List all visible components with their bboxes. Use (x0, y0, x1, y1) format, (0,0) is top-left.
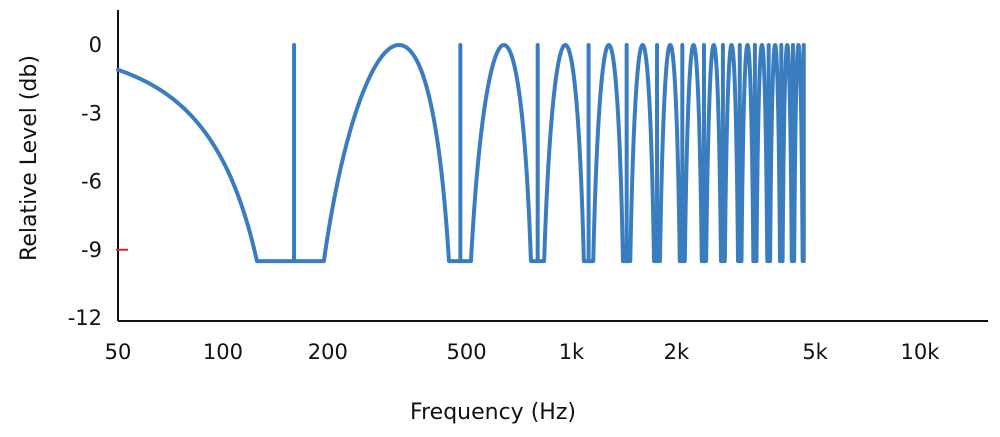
x-tick-label: 200 (308, 340, 348, 364)
response-curve (116, 43, 806, 264)
x-axis-title: Frequency (Hz) (410, 400, 576, 425)
x-tick-labels: 50 100 200 500 1k 2k 5k 10k (105, 340, 941, 364)
x-tick-label: 100 (203, 340, 243, 364)
axes (117, 10, 988, 322)
y-axis-title: Relative Level (db) (17, 55, 42, 261)
x-tick-label: 10k (901, 340, 941, 364)
series (116, 43, 806, 264)
y-tick-label: -3 (81, 101, 102, 125)
y-tick-labels: 0 -3 -6 -9 -12 (68, 33, 128, 330)
y-tick-label: 0 (89, 33, 102, 57)
x-tick-label: 50 (105, 340, 132, 364)
x-tick-label: 1k (559, 340, 585, 364)
x-tick-label: 2k (664, 340, 690, 364)
x-tick-label: 5k (802, 340, 828, 364)
y-tick-label: -6 (81, 170, 102, 194)
x-tick-label: 500 (446, 340, 486, 364)
y-tick-label: -9 (81, 238, 102, 262)
y-tick-label: -12 (68, 306, 102, 330)
